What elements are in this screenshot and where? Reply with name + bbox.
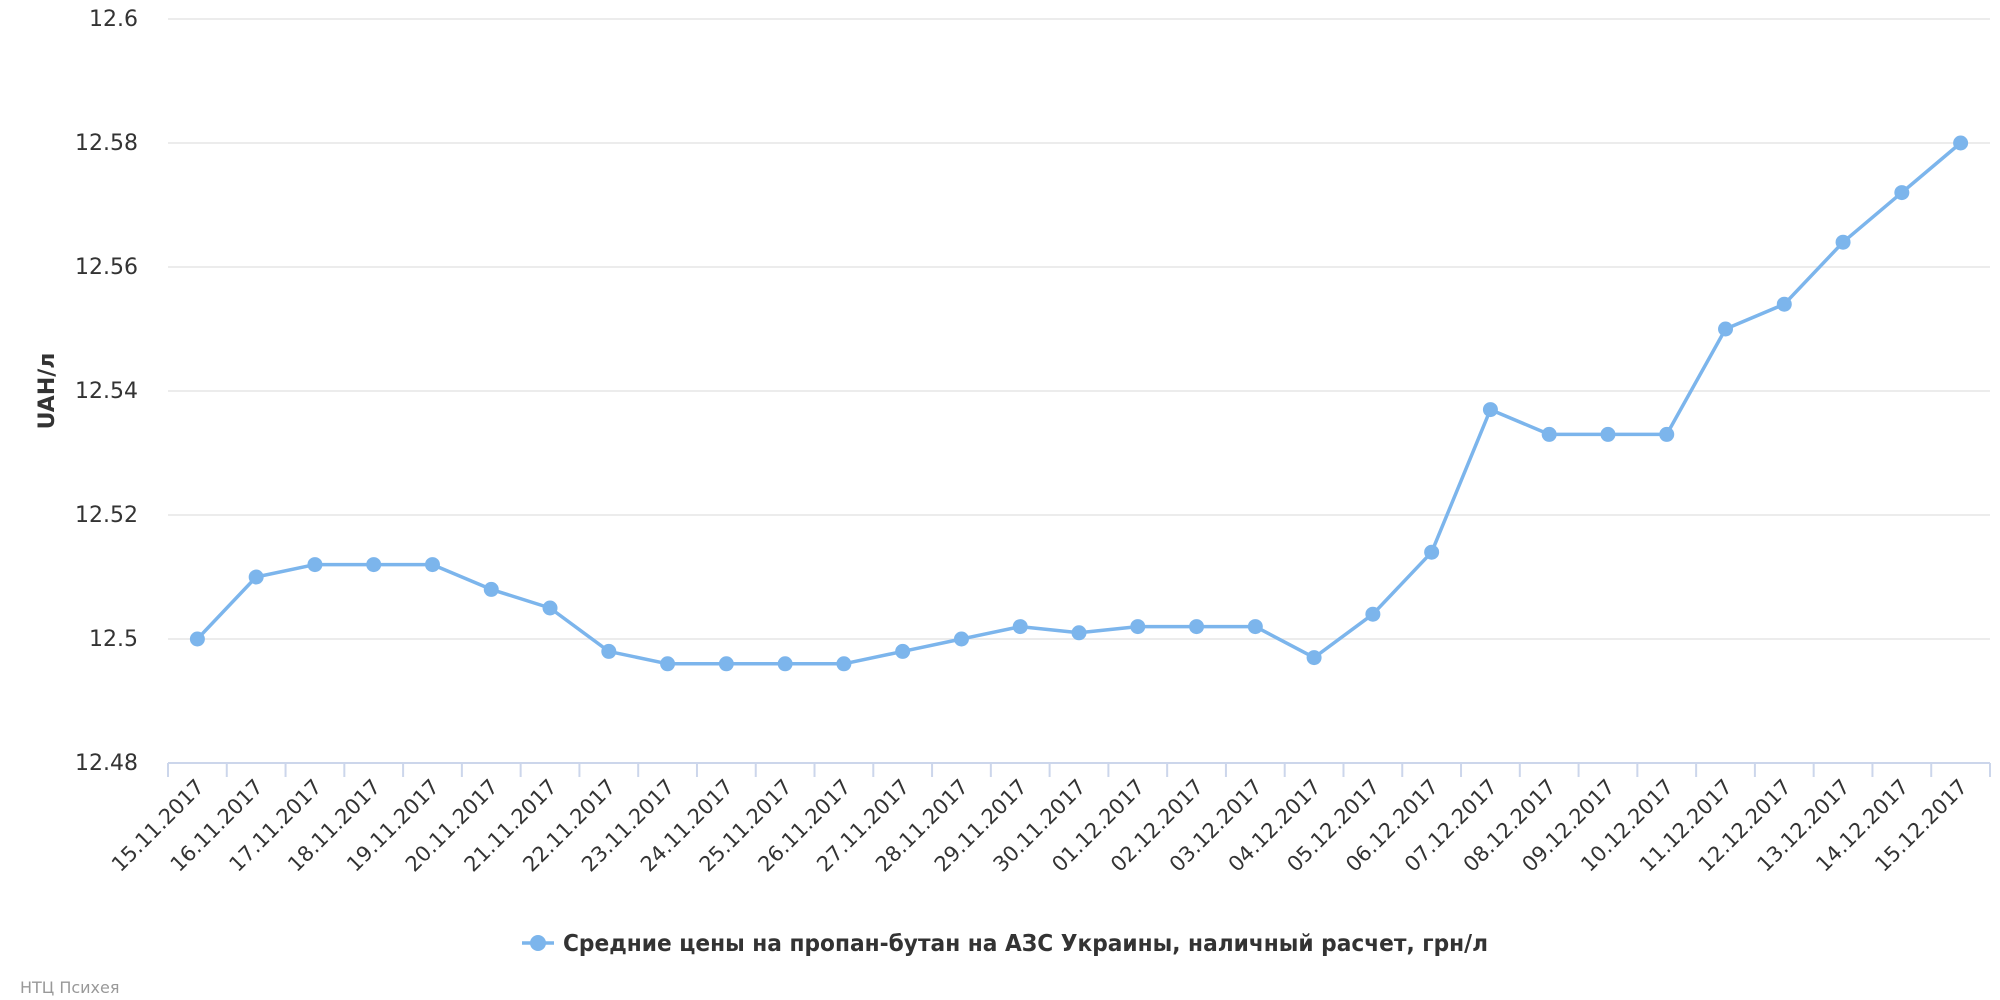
data-point[interactable]	[1247, 619, 1263, 635]
x-axis	[167, 762, 1991, 777]
data-point[interactable]	[1894, 185, 1910, 201]
y-tick-label: 12.5	[89, 627, 138, 652]
y-tick-label: 12.54	[75, 379, 138, 404]
series-group	[189, 135, 1969, 672]
data-point[interactable]	[1306, 650, 1322, 666]
data-point[interactable]	[1835, 234, 1851, 250]
legend-label: Средние цены на пропан-бутан на АЗС Укра…	[563, 931, 1488, 957]
data-point[interactable]	[366, 557, 382, 573]
data-point[interactable]	[1600, 426, 1616, 442]
data-point[interactable]	[1130, 619, 1146, 635]
data-point[interactable]	[1012, 619, 1028, 635]
legend-point-marker	[530, 935, 546, 951]
data-point[interactable]	[189, 631, 205, 647]
y-axis-ticks: 12.48 12.5 12.52 12.54 12.56 12.58 12.6	[75, 7, 138, 776]
data-point[interactable]	[248, 569, 264, 585]
legend[interactable]: Средние цены на пропан-бутан на АЗС Укра…	[522, 931, 1488, 957]
data-point[interactable]	[424, 557, 440, 573]
data-point[interactable]	[1659, 426, 1675, 442]
data-point[interactable]	[660, 656, 676, 672]
series-line	[196, 141, 1962, 666]
data-point[interactable]	[1541, 426, 1557, 442]
y-axis-label: UAH/л	[35, 353, 60, 430]
grid-lines	[168, 18, 1990, 640]
data-point[interactable]	[1953, 135, 1969, 151]
data-point[interactable]	[1718, 321, 1734, 337]
x-axis-ticks: 15.11.201716.11.201717.11.201718.11.2017…	[107, 775, 1972, 877]
y-tick-label: 12.56	[75, 255, 138, 280]
data-point[interactable]	[1424, 544, 1440, 560]
data-point[interactable]	[895, 643, 911, 659]
credit-text[interactable]: НТЦ Психея	[20, 978, 120, 997]
data-point[interactable]	[1365, 606, 1381, 622]
data-point[interactable]	[483, 581, 499, 597]
y-tick-label: 12.6	[89, 7, 138, 32]
y-tick-label: 12.48	[75, 751, 138, 776]
data-point[interactable]	[1189, 619, 1205, 635]
data-point[interactable]	[1071, 625, 1087, 641]
data-point[interactable]	[1482, 402, 1498, 418]
data-point[interactable]	[777, 656, 793, 672]
data-point[interactable]	[601, 643, 617, 659]
data-point[interactable]	[542, 600, 558, 616]
data-point[interactable]	[1776, 296, 1792, 312]
data-point[interactable]	[307, 557, 323, 573]
data-point[interactable]	[953, 631, 969, 647]
y-tick-label: 12.52	[75, 503, 138, 528]
data-point[interactable]	[836, 656, 852, 672]
y-tick-label: 12.58	[75, 131, 138, 156]
data-point[interactable]	[718, 656, 734, 672]
